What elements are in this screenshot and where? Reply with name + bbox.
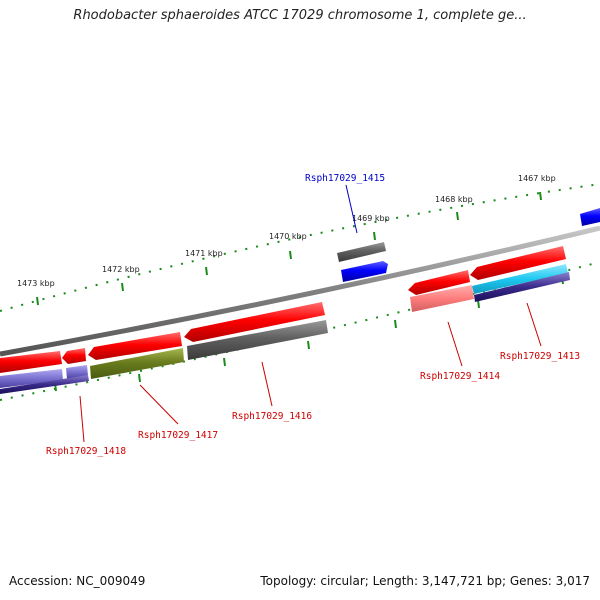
gene-label-1416[interactable]: Rsph17029_1416: [232, 411, 312, 422]
gene-callout-lines: [79, 184, 542, 443]
gene-navy-1413[interactable]: [474, 272, 570, 302]
gene-gray-1416[interactable]: [187, 320, 328, 360]
leader-line-1416: [261, 361, 273, 407]
outer-scale-track: [0, 183, 600, 312]
topology-text: Topology: circular; Length: 3,147,721 bp…: [260, 574, 590, 588]
scale-tick: [36, 296, 39, 306]
scale-tick: [223, 357, 226, 367]
map-title: Rhodobacter sphaeroides ATCC 17029 chrom…: [73, 8, 527, 23]
chromosome-backbone: [0, 225, 600, 357]
gene-red-1417[interactable]: [88, 332, 182, 360]
scale-tick: [373, 231, 376, 241]
scale-label-1467: 1467 kbp: [518, 174, 556, 183]
leader-line-1418: [79, 395, 85, 443]
scale-label-1469: 1469 kbp: [352, 214, 390, 223]
leader-line-1414: [447, 321, 463, 367]
gene-label-1413[interactable]: Rsph17029_1413: [500, 351, 580, 362]
scale-label-1472: 1472 kbp: [102, 265, 140, 274]
scale-label-1468: 1468 kbp: [435, 195, 473, 204]
gene-arrow-gray-upper[interactable]: [337, 242, 386, 262]
scale-label-1470: 1470 kbp: [269, 232, 307, 241]
gene-red-1414[interactable]: [408, 270, 470, 295]
scale-label-1473: 1473 kbp: [17, 279, 55, 288]
gene-arrow-blue-upper[interactable]: [341, 261, 388, 282]
scale-tick: [205, 266, 208, 276]
gene-red-1413[interactable]: [470, 246, 566, 280]
scale-label-1471: 1471 kbp: [185, 249, 223, 258]
scale-tick: [477, 299, 480, 309]
accession-text: Accession: NC_009049: [9, 574, 146, 588]
gene-arrow-blue-edge[interactable]: [580, 208, 600, 226]
gene-cyan-1413[interactable]: [472, 264, 568, 294]
leader-line-1415: [345, 184, 358, 234]
gene-label-1414[interactable]: Rsph17029_1414: [420, 371, 500, 382]
gene-red-1416[interactable]: [184, 302, 325, 342]
leader-line-1413: [526, 302, 542, 347]
scale-tick: [307, 340, 310, 350]
scale-tick: [289, 250, 292, 260]
gene-label-1417[interactable]: Rsph17029_1417: [138, 430, 218, 441]
gene-navy-1418[interactable]: [0, 375, 89, 394]
reverse-strand-genes: [0, 302, 328, 394]
gene-lavender-small[interactable]: [66, 365, 88, 379]
gene-label-1415[interactable]: Rsph17029_1415: [305, 173, 385, 184]
scale-tick: [394, 319, 397, 329]
gene-lavender-1418[interactable]: [0, 369, 63, 388]
scale-labels: 1473 kbp 1472 kbp 1471 kbp 1470 kbp 1469…: [17, 174, 556, 288]
forward-strand-genes: [337, 208, 600, 282]
gene-red-small[interactable]: [62, 348, 86, 364]
scale-tick: [539, 191, 542, 201]
leader-line-1417: [139, 384, 179, 425]
gene-pink-1414[interactable]: [410, 285, 474, 312]
gene-red-1418[interactable]: [0, 351, 62, 373]
gene-olive-1417[interactable]: [90, 348, 184, 379]
scale-tick: [138, 373, 141, 383]
scale-tick: [456, 211, 459, 221]
gene-labels: Rsph17029_1415 Rsph17029_1413 Rsph17029_…: [46, 173, 580, 457]
scale-tick: [121, 282, 124, 292]
reverse-strand-genes-right: [408, 246, 570, 312]
gene-label-1418[interactable]: Rsph17029_1418: [46, 446, 126, 457]
